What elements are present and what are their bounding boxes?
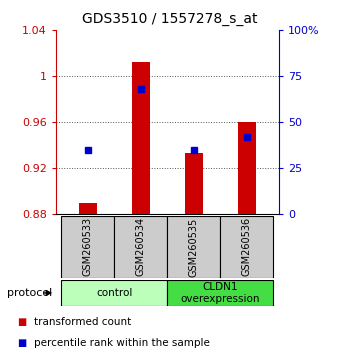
Bar bbox=[79, 202, 97, 214]
Text: ■: ■ bbox=[17, 317, 27, 327]
Text: transformed count: transformed count bbox=[34, 317, 131, 327]
Text: GSM260534: GSM260534 bbox=[136, 217, 146, 276]
Bar bbox=[62, 216, 115, 278]
Bar bbox=[62, 280, 167, 306]
Bar bbox=[167, 216, 220, 278]
Bar bbox=[115, 216, 167, 278]
Text: ■: ■ bbox=[17, 338, 27, 348]
Text: CLDN1
overexpression: CLDN1 overexpression bbox=[181, 282, 260, 304]
Bar bbox=[220, 216, 273, 278]
Text: control: control bbox=[96, 288, 133, 298]
Text: GSM260536: GSM260536 bbox=[242, 217, 252, 276]
Bar bbox=[185, 153, 203, 214]
Text: GSM260535: GSM260535 bbox=[189, 217, 199, 276]
Text: GSM260533: GSM260533 bbox=[83, 217, 93, 276]
Bar bbox=[238, 122, 256, 214]
Text: protocol: protocol bbox=[7, 288, 52, 298]
Text: percentile rank within the sample: percentile rank within the sample bbox=[34, 338, 210, 348]
Text: GDS3510 / 1557278_s_at: GDS3510 / 1557278_s_at bbox=[82, 12, 258, 27]
Bar bbox=[132, 62, 150, 214]
Bar bbox=[167, 280, 273, 306]
